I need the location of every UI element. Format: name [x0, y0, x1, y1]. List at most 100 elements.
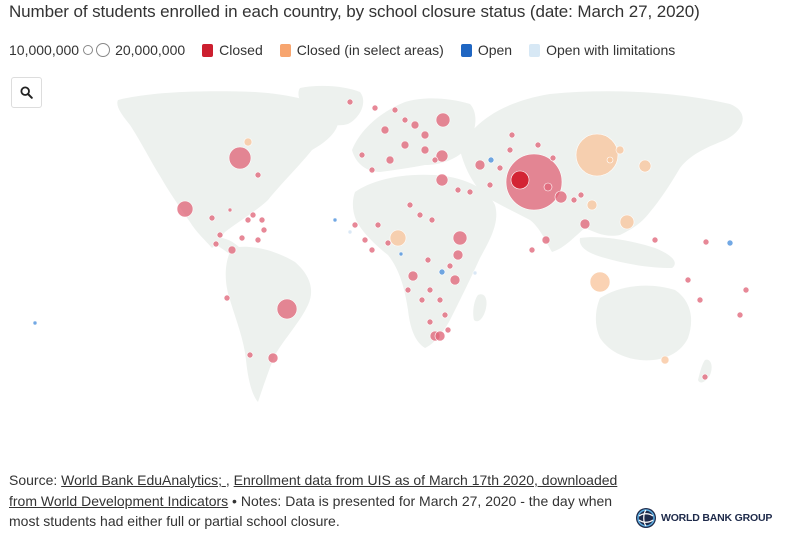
country-bubble[interactable] [496, 164, 504, 172]
country-bubble[interactable] [438, 268, 446, 276]
country-bubble[interactable] [384, 239, 392, 247]
country-bubble[interactable] [420, 145, 430, 155]
country-bubble[interactable] [368, 166, 376, 174]
country-bubble[interactable] [615, 145, 625, 155]
country-bubble[interactable] [420, 130, 430, 140]
country-bubble[interactable] [606, 156, 614, 164]
legend-swatch-open-limited[interactable] [529, 43, 541, 57]
country-bubble[interactable] [575, 133, 619, 177]
country-bubble[interactable] [541, 235, 551, 245]
country-bubble[interactable] [426, 318, 434, 326]
country-bubble[interactable] [223, 294, 231, 302]
country-bubble[interactable] [435, 173, 449, 187]
legend-label-closed[interactable]: Closed [219, 42, 263, 58]
legend-label-closed-select[interactable]: Closed (in select areas) [296, 42, 444, 58]
country-bubble[interactable] [380, 125, 390, 135]
country-bubble[interactable] [454, 186, 462, 194]
country-bubble[interactable] [410, 120, 420, 130]
country-bubble[interactable] [407, 270, 419, 282]
country-bubble[interactable] [742, 286, 750, 294]
source-link-uis-enrollment[interactable]: Enrollment data from UIS as of March 17t… [9, 472, 618, 509]
country-bubble[interactable] [508, 131, 516, 139]
country-bubble[interactable] [701, 373, 709, 381]
country-bubble[interactable] [446, 262, 454, 270]
legend-swatch-closed-select[interactable] [279, 43, 291, 57]
country-bubble[interactable] [528, 246, 536, 254]
country-bubble[interactable] [534, 141, 542, 149]
country-bubble[interactable] [436, 296, 444, 304]
country-bubble[interactable] [347, 229, 353, 235]
country-bubble[interactable] [238, 234, 246, 242]
country-bubble[interactable] [212, 240, 220, 248]
country-bubble[interactable] [435, 112, 451, 128]
country-bubble[interactable] [660, 355, 670, 365]
country-bubble[interactable] [332, 217, 338, 223]
country-bubble[interactable] [404, 286, 412, 294]
country-bubble[interactable] [510, 170, 530, 190]
country-bubble[interactable] [216, 231, 224, 239]
country-bubble[interactable] [246, 351, 254, 359]
country-bubble[interactable] [176, 200, 194, 218]
country-bubble[interactable] [424, 256, 432, 264]
country-bubble[interactable] [418, 296, 426, 304]
country-bubble[interactable] [254, 171, 262, 179]
country-bubble[interactable] [452, 249, 464, 261]
country-bubble[interactable] [228, 146, 252, 170]
country-bubble[interactable] [487, 156, 495, 164]
country-bubble[interactable] [276, 298, 298, 320]
country-bubble[interactable] [638, 159, 652, 173]
world-bank-logo[interactable]: WORLD BANK GROUP [635, 506, 772, 530]
country-bubble[interactable] [351, 221, 359, 229]
country-bubble[interactable] [260, 226, 268, 234]
country-markers[interactable] [32, 98, 750, 381]
world-map[interactable] [0, 70, 800, 450]
country-bubble[interactable] [486, 181, 494, 189]
country-bubble[interactable] [249, 211, 257, 219]
country-bubble[interactable] [651, 236, 659, 244]
country-bubble[interactable] [474, 159, 486, 171]
country-bubble[interactable] [434, 330, 446, 342]
map-search-button[interactable] [11, 77, 42, 108]
country-bubble[interactable] [726, 239, 734, 247]
country-bubble[interactable] [619, 214, 635, 230]
country-bubble[interactable] [406, 201, 414, 209]
country-bubble[interactable] [441, 311, 449, 319]
country-bubble[interactable] [549, 154, 557, 162]
country-bubble[interactable] [368, 246, 376, 254]
country-bubble[interactable] [577, 191, 585, 199]
country-bubble[interactable] [244, 216, 252, 224]
country-bubble[interactable] [227, 245, 237, 255]
country-bubble[interactable] [400, 140, 410, 150]
country-bubble[interactable] [227, 207, 233, 213]
country-bubble[interactable] [449, 274, 461, 286]
country-bubble[interactable] [702, 238, 710, 246]
country-bubble[interactable] [444, 326, 452, 334]
country-bubble[interactable] [505, 153, 563, 211]
country-bubble[interactable] [435, 149, 449, 163]
country-bubble[interactable] [589, 271, 611, 293]
country-bubble[interactable] [346, 98, 354, 106]
country-bubble[interactable] [570, 196, 578, 204]
country-bubble[interactable] [684, 276, 692, 284]
legend-label-open[interactable]: Open [477, 42, 513, 58]
legend-swatch-open[interactable] [460, 43, 472, 57]
country-bubble[interactable] [254, 236, 262, 244]
country-bubble[interactable] [466, 188, 474, 196]
country-bubble[interactable] [385, 155, 395, 165]
legend-label-open-limited[interactable]: Open with limitations [546, 42, 676, 58]
country-bubble[interactable] [361, 236, 369, 244]
country-bubble[interactable] [586, 199, 598, 211]
country-bubble[interactable] [431, 156, 439, 164]
country-bubble[interactable] [428, 216, 436, 224]
country-bubble[interactable] [472, 270, 478, 276]
country-bubble[interactable] [374, 221, 382, 229]
country-bubble[interactable] [506, 146, 514, 154]
country-bubble[interactable] [696, 296, 704, 304]
country-bubble[interactable] [267, 352, 279, 364]
country-bubble[interactable] [579, 218, 591, 230]
country-bubble[interactable] [452, 230, 468, 246]
country-bubble[interactable] [416, 211, 424, 219]
country-bubble[interactable] [401, 116, 409, 124]
country-bubble[interactable] [736, 311, 744, 319]
source-link-eduanalytics[interactable]: World Bank EduAnalytics; [61, 472, 226, 488]
